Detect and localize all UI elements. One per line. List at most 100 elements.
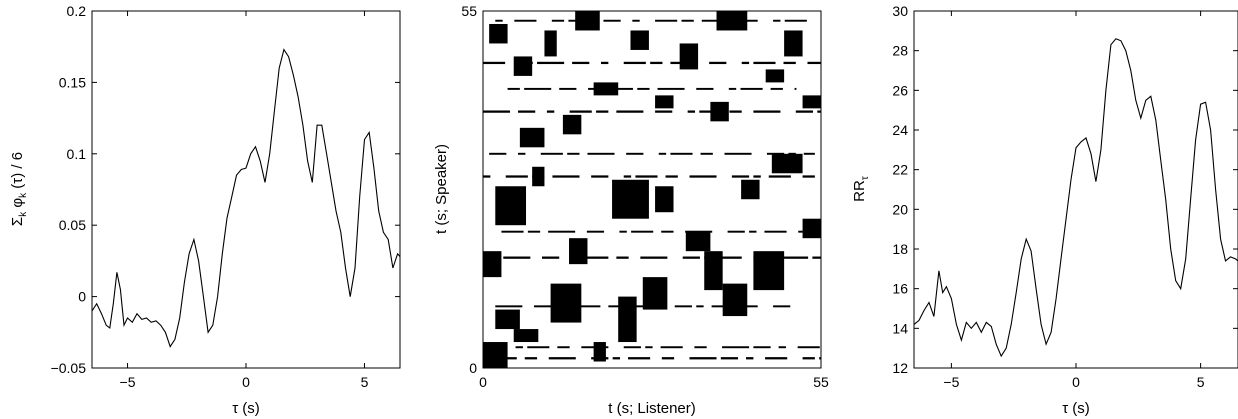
recurrence-line (720, 357, 739, 360)
recurrence-line (489, 152, 507, 155)
x-axis-label-2: t (s; Listener) (608, 400, 696, 417)
recurrence-line (797, 346, 820, 349)
recurrence-line (483, 110, 511, 113)
recurrence-line (608, 305, 621, 308)
y-tick-label: 26 (892, 82, 908, 98)
recurrence-block (489, 23, 508, 44)
x-tick-label: 0 (242, 374, 250, 390)
x-tick-label: 5 (1197, 374, 1205, 390)
recurrence-line (696, 87, 714, 90)
x-tick-label: 0 (1072, 374, 1080, 390)
recurrence-block (642, 277, 668, 310)
recurrence-line (635, 175, 658, 178)
recurrence-line (661, 357, 675, 360)
recurrence-line (569, 110, 592, 113)
recurrence-line (501, 230, 524, 233)
recurrence-line (581, 346, 609, 349)
recurrence-line (798, 230, 803, 233)
recurrence-block (569, 238, 588, 265)
recurrence-line (557, 346, 570, 349)
recurrence-line (753, 346, 771, 349)
recurrence-line (655, 19, 678, 22)
recurrence-line (494, 357, 517, 360)
recurrence-line (719, 256, 742, 259)
recurrence-line (729, 110, 742, 113)
y-axis-label-2: t (s; Speaker) (433, 144, 450, 234)
recurrence-line (781, 256, 809, 259)
recurrence-line (572, 61, 590, 65)
x-tick-label: 55 (813, 374, 829, 390)
recurrence-line (766, 152, 785, 155)
recurrence-line (540, 152, 563, 155)
recurrence-block (483, 251, 502, 278)
recurrence-line (670, 152, 693, 155)
recurrence-line (740, 87, 763, 90)
recurrence-line (616, 256, 629, 259)
recurrence-line (628, 357, 651, 360)
recurrence-block (550, 283, 582, 323)
recurrence-line (689, 357, 717, 360)
recurrence-line (682, 256, 700, 259)
recurrence-line (534, 305, 552, 308)
recurrence-block (716, 11, 748, 31)
recurrence-line (764, 230, 787, 233)
y-tick-label: 14 (892, 320, 908, 336)
recurrence-line (802, 357, 815, 360)
recurrence-line (616, 110, 644, 113)
recurrence-line (770, 87, 783, 90)
recurrence-block (544, 30, 557, 57)
recurrence-line (745, 305, 758, 308)
recurrence-line (728, 87, 737, 90)
recurrence-line (700, 152, 713, 155)
panel-recurrence-rate: 12 14 16 18 20 22 24 26 28 30 −5 0 5 RRτ τ (s) (851, 3, 1238, 417)
recurrence-line (541, 256, 560, 259)
recurrence-block (679, 43, 699, 70)
recurrence-block (802, 95, 821, 109)
recurrence-line (588, 87, 596, 90)
recurrence-line (591, 357, 609, 360)
recurrence-line (783, 61, 796, 65)
recurrence-marks (483, 11, 821, 368)
recurrence-line (518, 110, 536, 113)
recurrence-line (626, 152, 644, 155)
recurrence-block (771, 153, 803, 174)
recurrence-line (819, 357, 821, 360)
recurrence-line (694, 346, 707, 349)
recurrence-line (681, 19, 694, 22)
y-tick-label: 16 (892, 281, 908, 297)
y-tick-label: 20 (892, 201, 908, 217)
recurrence-line (696, 305, 704, 308)
y-tick-label: 28 (892, 43, 908, 59)
recurrence-block (802, 218, 821, 239)
recurrence-line (727, 230, 745, 233)
recurrence-line (665, 175, 678, 178)
recurrence-line (524, 357, 538, 360)
recurrence-line (623, 346, 641, 349)
recurrence-line (788, 152, 796, 155)
recurrence-line (619, 230, 627, 233)
recurrence-line (532, 175, 545, 178)
plot-area-2 (482, 10, 822, 369)
recurrence-line (817, 110, 821, 113)
recurrence-line (640, 256, 668, 259)
recurrence-line (483, 357, 491, 360)
recurrence-line (632, 19, 640, 22)
recurrence-line (765, 357, 788, 360)
recurrence-line (655, 110, 673, 113)
recurrence-line (600, 61, 609, 65)
recurrence-line (711, 305, 734, 308)
recurrence-line (740, 19, 758, 22)
recurrence-line (778, 346, 786, 349)
recurrence-line (527, 230, 541, 233)
recurrence-line (586, 256, 609, 259)
recurrence-line (566, 305, 574, 308)
recurrence-block (513, 329, 539, 343)
recurrence-line (574, 256, 582, 259)
recurrence-line (753, 256, 766, 259)
recurrence-block (765, 69, 785, 83)
recurrence-line (701, 19, 729, 22)
y-tick-label: 18 (892, 241, 908, 257)
recurrence-line (603, 19, 621, 22)
recurrence-line (495, 305, 523, 308)
recurrence-line (591, 175, 609, 178)
